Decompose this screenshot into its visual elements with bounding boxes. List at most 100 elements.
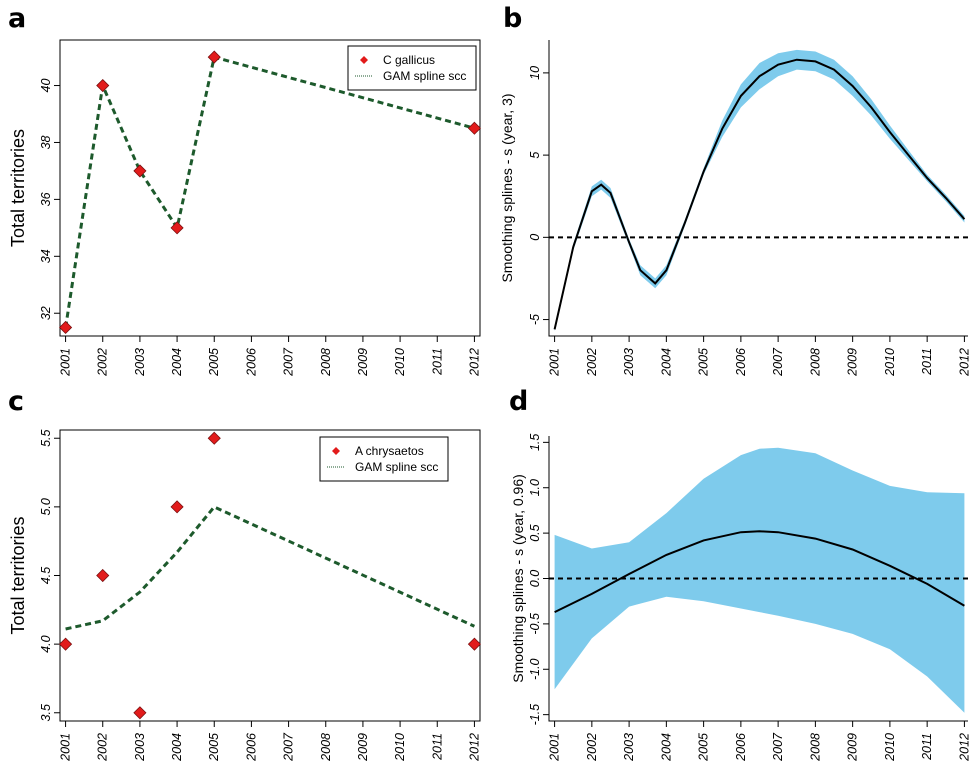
x-tick-label: 2010	[883, 733, 897, 762]
x-tick-label: 2006	[734, 348, 748, 377]
y-axis-label: Smoothing splines - s (year, 0.96)	[510, 474, 526, 683]
y-axis-label: Total territories	[8, 516, 28, 634]
y-tick-label: 0.0	[528, 570, 542, 587]
x-tick-label: 2003	[622, 733, 636, 762]
panel-c-letter: c	[8, 386, 24, 417]
panel-b-letter: b	[503, 3, 522, 34]
legend: A chrysaetos GAM spline scc	[319, 436, 449, 482]
data-point	[170, 500, 184, 514]
plot-axes	[548, 40, 968, 337]
x-tick-label: 2008	[808, 733, 822, 762]
y-tick-label: 10	[528, 66, 542, 80]
x-tick-label: 2002	[585, 348, 599, 377]
y-tick-label: 5.5	[39, 430, 53, 447]
y-tick-label: -5	[528, 314, 542, 325]
data-point	[207, 431, 221, 445]
panel-b-chart: 2001 2002 2003 2004 2005 2006 2007 2008 2009 2010…	[499, 40, 969, 377]
data-point	[133, 164, 147, 178]
data-point	[207, 50, 221, 64]
y-tick-label: 38	[39, 135, 53, 149]
legend-entry: C gallicus	[383, 53, 435, 67]
x-tick-label: 2012	[467, 348, 481, 377]
data-point	[59, 637, 73, 651]
y-tick-label: 36	[39, 192, 53, 206]
smoothing-curve	[554, 530, 965, 613]
legend-box	[319, 436, 449, 482]
x-tick-label: 2009	[846, 733, 860, 762]
y-tick-label: 1.0	[528, 479, 542, 496]
x-tick-label: 2008	[808, 348, 822, 377]
x-tick-label: 2005	[697, 733, 711, 762]
panel-a-chart: 2001 2002 2003 2004 2005 2006 2007 2008 2009 2010…	[8, 39, 481, 377]
gam-spline-line	[64, 55, 475, 328]
x-tick-label: 2012	[467, 733, 481, 762]
x-tick-label: 2008	[319, 733, 333, 762]
confidence-band	[554, 49, 965, 332]
panel-c-chart: 2001 2002 2003 2004 2005 2006 2007 2008 2009 2010…	[8, 429, 481, 762]
legend-box	[347, 45, 477, 91]
y-tick-label: 4.0	[39, 635, 53, 652]
x-tick-label: 2006	[244, 348, 258, 377]
panel-d-letter: d	[509, 386, 528, 417]
x-tick-label: 2006	[734, 733, 748, 762]
x-tick-label: 2005	[207, 733, 221, 762]
data-point	[96, 78, 110, 93]
smoothing-curve	[553, 58, 966, 330]
x-tick-label: 2012	[957, 733, 969, 762]
x-tick-label: 2002	[96, 733, 110, 762]
x-tick-label: 2009	[846, 348, 860, 377]
legend: C gallicus GAM spline scc	[347, 45, 477, 91]
y-tick-label: 1.5	[528, 434, 542, 451]
legend-marker	[332, 447, 340, 455]
x-tick-label: 2002	[96, 348, 110, 377]
data-point	[170, 221, 184, 235]
legend-entry: GAM spline scc	[383, 69, 466, 83]
y-tick-label: 40	[39, 79, 53, 93]
x-tick-label: 2007	[771, 732, 785, 762]
plot-frame	[59, 39, 481, 337]
legend-entry: A chrysaetos	[355, 444, 424, 458]
y-tick-label: -1.5	[528, 704, 542, 726]
x-tick-label: 2009	[356, 348, 370, 377]
legend-entry: GAM spline scc	[355, 460, 438, 474]
x-tick-label: 2002	[585, 733, 599, 762]
y-tick-label: 5.0	[39, 498, 53, 515]
panel-d-chart: 2001 2002 2003 2004 2005 2006 2007 2008 2009 2010…	[510, 434, 969, 762]
plot-axes	[548, 436, 968, 722]
y-tick-label: -0.5	[528, 613, 542, 635]
y-tick-label: 0	[528, 234, 542, 241]
x-tick-label: 2007	[282, 732, 296, 762]
y-tick-label: 3.5	[39, 704, 53, 721]
y-tick-label: 5	[528, 152, 542, 159]
x-tick-label: 2004	[170, 733, 184, 762]
y-axis-label: Smoothing splines - s (year, 3)	[499, 93, 515, 282]
panel-a-letter: a	[8, 3, 26, 34]
x-tick-label: 2010	[393, 348, 407, 377]
x-tick-label: 2001	[59, 348, 73, 377]
y-tick-label: 34	[39, 249, 53, 263]
x-tick-label: 2001	[548, 733, 562, 762]
data-point	[59, 320, 73, 335]
x-tick-label: 2007	[771, 347, 785, 377]
data-point	[467, 637, 481, 651]
x-tick-label: 2004	[170, 348, 184, 377]
y-tick-label: 32	[39, 306, 53, 320]
x-tick-label: 2011	[920, 348, 934, 376]
x-tick-label: 2012	[957, 348, 969, 377]
y-tick-label: 0.5	[528, 524, 542, 541]
x-tick-label: 2003	[622, 348, 636, 377]
x-tick-label: 2007	[282, 347, 296, 377]
x-tick-label: 2011	[920, 733, 934, 761]
x-tick-label: 2011	[430, 348, 444, 376]
x-tick-label: 2005	[207, 348, 221, 377]
x-tick-label: 2005	[697, 348, 711, 377]
x-tick-label: 2008	[319, 348, 333, 377]
y-axis-label: Total territories	[8, 129, 28, 247]
data-point	[467, 121, 481, 135]
x-tick-label: 2010	[883, 348, 897, 377]
x-tick-label: 2011	[430, 733, 444, 761]
data-point	[133, 706, 147, 720]
data-point	[96, 568, 110, 583]
y-tick-label: -1.0	[528, 658, 542, 680]
